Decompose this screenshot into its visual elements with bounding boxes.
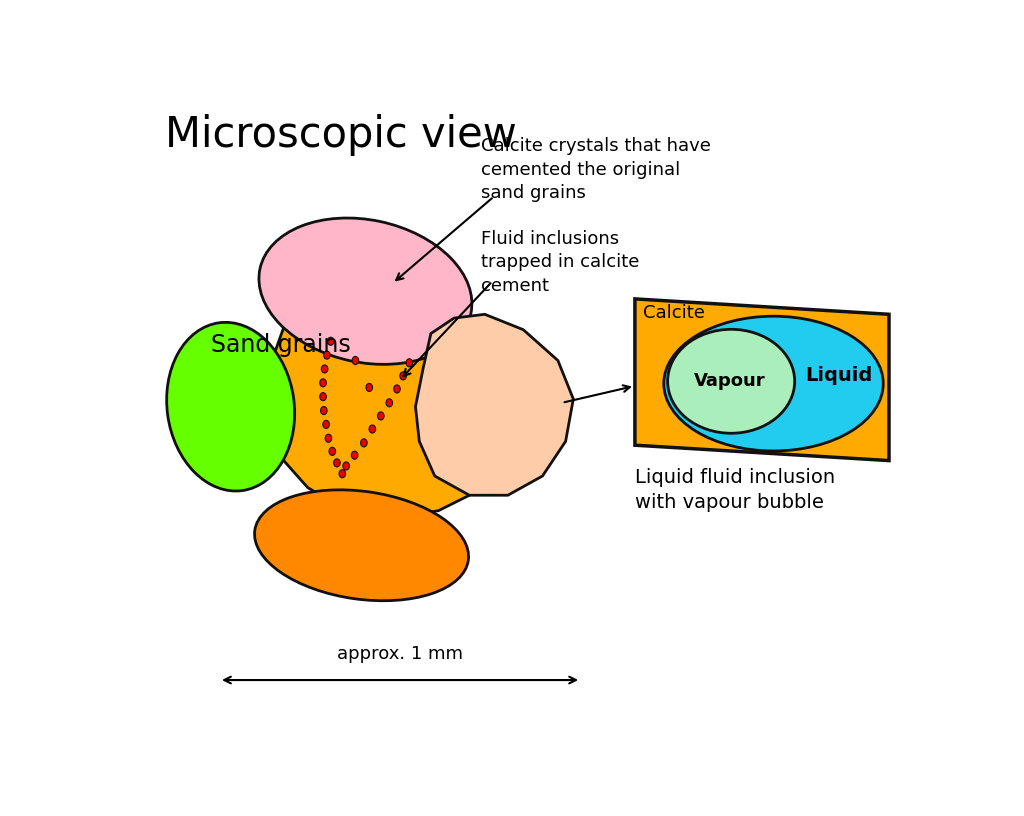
Ellipse shape	[360, 439, 368, 447]
Ellipse shape	[386, 399, 392, 407]
Text: Vapour: Vapour	[694, 372, 765, 390]
Ellipse shape	[393, 385, 400, 393]
Polygon shape	[265, 276, 508, 518]
Ellipse shape	[378, 412, 384, 420]
Text: Calcite: Calcite	[643, 304, 705, 322]
Text: approx. 1 mm: approx. 1 mm	[337, 645, 463, 663]
Ellipse shape	[323, 420, 330, 428]
Ellipse shape	[352, 357, 358, 365]
Ellipse shape	[324, 351, 330, 359]
Ellipse shape	[321, 406, 327, 415]
Ellipse shape	[322, 365, 328, 373]
Text: Calcite crystals that have
cemented the original
sand grains: Calcite crystals that have cemented the …	[481, 137, 711, 202]
Polygon shape	[635, 299, 889, 460]
Ellipse shape	[167, 322, 295, 491]
Ellipse shape	[407, 359, 413, 367]
Ellipse shape	[326, 434, 332, 442]
Ellipse shape	[369, 425, 376, 433]
Ellipse shape	[319, 379, 327, 387]
Text: Fluid inclusions
trapped in calcite
cement: Fluid inclusions trapped in calcite ceme…	[481, 229, 639, 295]
Ellipse shape	[343, 462, 349, 470]
Text: Microscopic view: Microscopic view	[165, 114, 517, 156]
Ellipse shape	[668, 330, 795, 433]
Ellipse shape	[319, 392, 327, 401]
Polygon shape	[416, 314, 573, 495]
Ellipse shape	[664, 317, 884, 451]
Ellipse shape	[399, 372, 407, 380]
Ellipse shape	[328, 337, 334, 345]
Text: Liquid: Liquid	[805, 366, 872, 385]
Ellipse shape	[366, 384, 373, 392]
Ellipse shape	[255, 490, 469, 601]
Ellipse shape	[259, 218, 472, 365]
Ellipse shape	[351, 451, 358, 459]
Ellipse shape	[334, 459, 340, 467]
Text: Liquid fluid inclusion
with vapour bubble: Liquid fluid inclusion with vapour bubbl…	[635, 468, 835, 512]
Ellipse shape	[329, 447, 336, 455]
Ellipse shape	[339, 470, 345, 477]
Text: Sand grains: Sand grains	[211, 333, 351, 357]
